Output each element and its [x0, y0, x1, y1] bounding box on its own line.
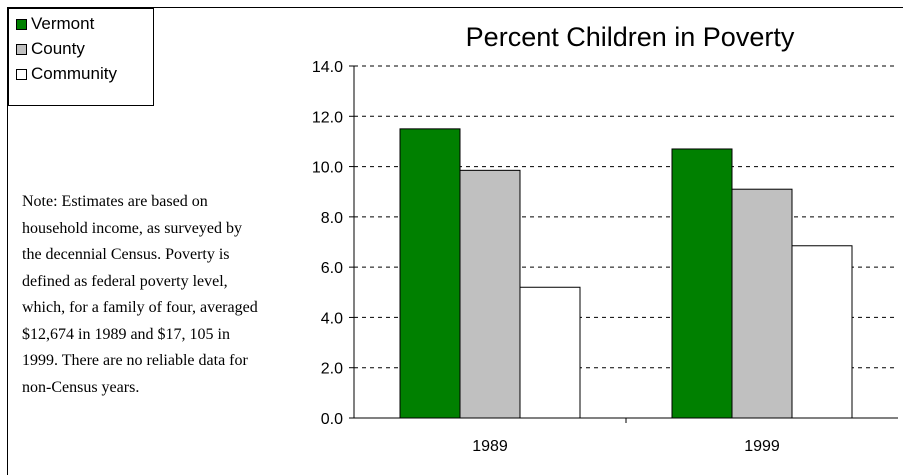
note-line: which, for a family of four, averaged: [22, 299, 258, 316]
bar-county-1989: [459, 169, 521, 419]
y-tick-label: 6.0: [321, 260, 343, 277]
legend-item-county: County: [9, 40, 153, 65]
y-tick-label: 14.0: [312, 59, 343, 76]
y-tick-label: 12.0: [312, 109, 343, 126]
legend-label-vermont: Vermont: [31, 14, 95, 33]
bar-vermont-1989: [399, 128, 461, 419]
legend-swatch-vermont: [16, 19, 27, 30]
legend-item-community: Community: [9, 65, 153, 90]
y-tick-label: 10.0: [312, 160, 343, 177]
bar-county-1999: [731, 188, 793, 419]
y-tick-label: 8.0: [321, 210, 343, 227]
y-tick-label: 0.0: [321, 411, 343, 428]
legend-swatch-county: [16, 44, 27, 55]
note-line: household income, as surveyed by: [22, 219, 242, 237]
y-tick-label: 4.0: [321, 310, 343, 327]
y-tick-label: 2.0: [321, 361, 343, 378]
chart-frame: [7, 7, 903, 475]
legend-swatch-community: [16, 69, 27, 80]
chart-legend: Vermont County Community: [8, 8, 154, 106]
note-line: defined as federal poverty level,: [22, 272, 228, 290]
note-line: the decennial Census. Poverty is: [22, 246, 230, 263]
x-tick-label: 1999: [744, 438, 780, 455]
bar-community-1999: [791, 245, 853, 419]
bar-vermont-1999: [671, 148, 733, 419]
legend-label-community: Community: [31, 64, 117, 83]
chart-note: Note: Estimates are based on household i…: [22, 189, 322, 401]
note-line: 1999. There are no reliable data for: [22, 352, 248, 369]
legend-item-vermont: Vermont: [9, 15, 153, 40]
x-tick-label: 1989: [472, 438, 508, 455]
chart-title: Percent Children in Poverty: [465, 22, 795, 52]
note-line: non-Census years.: [22, 378, 140, 396]
legend-label-county: County: [31, 39, 85, 58]
note-line: Note: Estimates are based on: [22, 193, 208, 210]
note-line: $12,674 in 1989 and $17, 105 in: [22, 325, 230, 343]
bar-community-1989: [519, 286, 581, 419]
